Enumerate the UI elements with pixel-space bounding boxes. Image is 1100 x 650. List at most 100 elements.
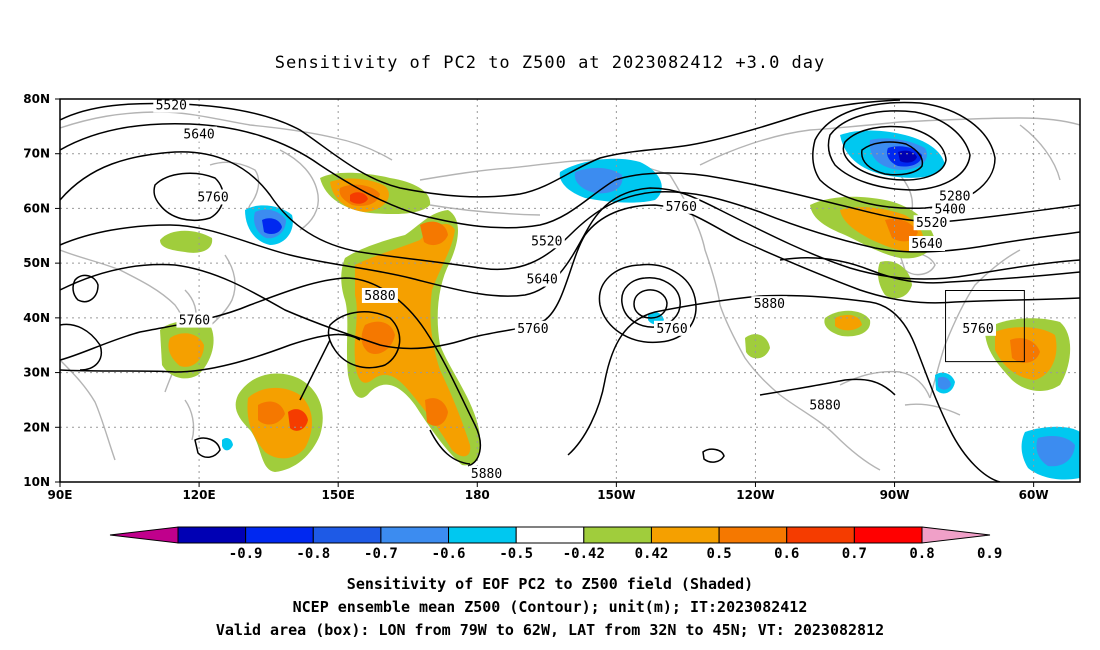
coast-bc bbox=[669, 174, 721, 306]
contour-label: 5520 bbox=[531, 234, 562, 249]
shade-patch bbox=[938, 376, 951, 390]
contour-line bbox=[60, 122, 1080, 229]
coast-japan bbox=[204, 254, 236, 331]
colorbar-label: 0.6 bbox=[774, 546, 799, 562]
colorbar-under-triangle bbox=[109, 526, 179, 544]
contour-label-bg bbox=[361, 287, 398, 303]
contour-label-bg bbox=[176, 312, 213, 328]
coast-kamchatka bbox=[279, 149, 319, 231]
coast-cuba bbox=[904, 403, 961, 416]
contour-line bbox=[702, 448, 725, 463]
lon-label: 180 bbox=[465, 488, 490, 502]
contour-line bbox=[72, 274, 99, 303]
contour-label-bg bbox=[514, 320, 551, 336]
lat-label: 50N bbox=[23, 256, 50, 270]
colorbar-segment bbox=[380, 526, 450, 544]
lon-label: 120W bbox=[736, 488, 774, 502]
contour-label: 5760 bbox=[656, 322, 687, 337]
contour-line bbox=[194, 437, 221, 458]
colorbar-label: 0.9 bbox=[977, 546, 1002, 562]
lon-label: 60W bbox=[1019, 488, 1049, 502]
contour-label: 5880 bbox=[364, 289, 395, 304]
colorbar-segment bbox=[853, 526, 923, 544]
colorbar-label: 0.7 bbox=[842, 546, 867, 562]
contour-line bbox=[60, 333, 361, 373]
contour-line bbox=[153, 172, 224, 222]
contour-label-bg bbox=[181, 126, 218, 142]
shade-patch bbox=[745, 334, 770, 359]
lon-label: 150W bbox=[597, 488, 635, 502]
shade-patch bbox=[885, 218, 918, 242]
contour-label-bg bbox=[936, 188, 973, 204]
shade-patch bbox=[420, 221, 448, 246]
contour-label-bg bbox=[468, 465, 505, 481]
coastlines bbox=[60, 111, 1080, 471]
contour-label: 5640 bbox=[183, 128, 214, 143]
contour-line bbox=[842, 125, 947, 181]
contour-label: 5880 bbox=[809, 398, 840, 413]
contour-label-bg bbox=[807, 397, 843, 413]
map-gridlines bbox=[60, 99, 1080, 482]
footer-line-3: Valid area (box): LON from 79W to 62W, L… bbox=[216, 621, 884, 639]
shade-patch bbox=[168, 333, 204, 367]
contour-label: 5520 bbox=[916, 216, 947, 231]
contour-labels: 5520 5640 5760 5760 5880 5520 5640 5760 5760 5760… bbox=[153, 99, 996, 482]
colorbar-segment bbox=[448, 526, 517, 544]
contour-line bbox=[779, 256, 1080, 284]
colorbar-segment bbox=[177, 526, 247, 544]
colorbar-label: -0.8 bbox=[296, 546, 330, 562]
colorbar-segment bbox=[718, 526, 788, 544]
contour-line bbox=[861, 141, 924, 176]
lon-label: 90E bbox=[48, 488, 73, 502]
contour-label: 5760 bbox=[179, 314, 210, 329]
colorbar-label: -0.7 bbox=[364, 546, 398, 562]
valid-area-box bbox=[945, 290, 1025, 363]
lat-label: 20N bbox=[23, 420, 50, 434]
sensitivity-shading bbox=[160, 130, 1080, 480]
longitude-labels: 90E 120E 150E 180 150W 120W 90W 60W bbox=[48, 482, 1049, 502]
lon-label: 120E bbox=[182, 488, 215, 502]
contour-label: 5640 bbox=[911, 237, 942, 252]
shade-patch bbox=[1010, 338, 1040, 363]
coast-useast bbox=[929, 249, 1021, 399]
lon-label: 90W bbox=[880, 488, 910, 502]
shade-patch bbox=[574, 167, 623, 194]
colorbar-label: 0.8 bbox=[909, 546, 934, 562]
shade-patch bbox=[1036, 436, 1075, 467]
shade-patch bbox=[425, 398, 448, 426]
colorbar-label: -0.42 bbox=[563, 546, 605, 562]
contour-label: 5760 bbox=[962, 322, 993, 337]
shade-patch bbox=[354, 223, 471, 457]
colorbar-label: 0.42 bbox=[635, 546, 669, 562]
contour-label: 5880 bbox=[471, 467, 502, 482]
lat-label: 40N bbox=[23, 311, 50, 325]
shade-patch bbox=[835, 314, 862, 331]
lat-label: 80N bbox=[23, 92, 50, 106]
contour-label-bg bbox=[195, 189, 231, 205]
contour-label: 5760 bbox=[666, 200, 697, 215]
contour-label: 5400 bbox=[935, 203, 966, 218]
coast-siberia bbox=[60, 111, 393, 161]
colorbar: -0.9 -0.8 -0.7 -0.6 -0.5 -0.42 0.42 0.5 0.6 0.7 0.… bbox=[109, 526, 1002, 562]
lat-label: 70N bbox=[23, 147, 50, 161]
contour-label-bg bbox=[913, 215, 950, 231]
contour-label-bg bbox=[528, 233, 565, 249]
colorbar-label: 0.5 bbox=[706, 546, 731, 562]
coast-philippines bbox=[184, 399, 195, 441]
colorbar-segment bbox=[786, 526, 855, 544]
footer-line-2: NCEP ensemble mean Z500 (Contour); unit(… bbox=[293, 598, 808, 616]
colorbar-segment bbox=[650, 526, 720, 544]
coast-uswest bbox=[719, 304, 781, 396]
shade-patch bbox=[160, 230, 213, 253]
map-content: 5520 5640 5760 5760 5880 5520 5640 5760 5760 5760… bbox=[60, 99, 1080, 482]
colorbar-segment bbox=[583, 526, 652, 544]
latitude-labels: 80N 70N 60N 50N 40N 30N 20N 10N bbox=[23, 92, 60, 489]
contour-line bbox=[811, 101, 996, 209]
contour-line bbox=[759, 378, 896, 396]
contour-line bbox=[299, 339, 331, 401]
coast-canada bbox=[699, 117, 1080, 166]
contour-line bbox=[567, 294, 1001, 482]
colorbar-label: -0.9 bbox=[229, 546, 263, 562]
contour-line bbox=[633, 289, 668, 319]
